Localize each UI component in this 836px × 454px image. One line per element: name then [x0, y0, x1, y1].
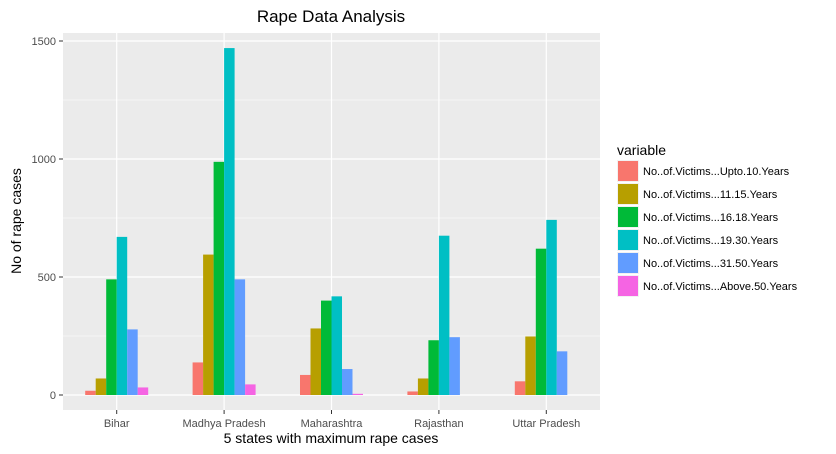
bar [514, 381, 526, 395]
bar [300, 374, 311, 395]
bar [224, 48, 235, 395]
bar [310, 328, 321, 395]
x-axis-title: 5 states with maximum rape cases [224, 430, 439, 446]
bar [245, 384, 256, 395]
chart-title: Rape Data Analysis [257, 7, 405, 26]
bar [428, 340, 439, 395]
y-tick-label: 0 [50, 390, 56, 402]
bar [234, 279, 246, 395]
bars [85, 48, 568, 395]
x-tick-label: Rajasthan [414, 418, 464, 430]
legend-label: No..of.Victims...Above.50.Years [643, 281, 798, 293]
y-tick-label: 500 [38, 272, 56, 284]
legend-label: No..of.Victims...16.18.Years [643, 212, 779, 224]
legend-swatch [618, 253, 638, 273]
y-tick-label: 1500 [32, 36, 56, 48]
bar [85, 390, 96, 395]
bar [352, 393, 363, 395]
legend-label: No..of.Victims...Upto.10.Years [643, 166, 790, 178]
bar [525, 336, 536, 395]
bar [321, 300, 332, 395]
bar [546, 219, 557, 395]
legend-swatch [618, 207, 638, 227]
y-axis-ticks: 0 500 1000 1500 [32, 36, 63, 402]
x-tick-label: Maharashtra [301, 418, 364, 430]
legend-swatch [618, 161, 638, 181]
bar [116, 236, 128, 395]
bar [535, 248, 547, 395]
legend-swatch [618, 276, 638, 296]
y-axis-title: No of rape cases [8, 168, 24, 274]
bar [556, 351, 568, 395]
x-tick-label: Madhya Pradesh [183, 418, 266, 430]
bar [417, 378, 429, 395]
bar [342, 369, 353, 395]
x-tick-label: Uttar Pradesh [512, 418, 580, 430]
legend-title: variable [617, 142, 666, 158]
legend-label: No..of.Victims...31.50.Years [643, 258, 779, 270]
bar [407, 391, 418, 395]
bar [137, 387, 149, 395]
bar [331, 296, 342, 395]
legend-label: No..of.Victims...19.30.Years [643, 235, 779, 247]
y-tick-label: 1000 [32, 154, 56, 166]
x-tick-label: Bihar [104, 418, 130, 430]
bar [127, 329, 138, 395]
bar [449, 337, 460, 395]
bar [438, 235, 450, 395]
legend-swatch [618, 184, 638, 204]
legend-label: No..of.Victims...11.15.Years [643, 189, 778, 201]
bar [106, 279, 117, 395]
legend: variable No..of.Victims...Upto.10.Years N… [617, 142, 798, 297]
bar [213, 161, 225, 395]
bar [192, 362, 204, 395]
x-axis-ticks: Bihar Madhya Pradesh Maharashtra Rajasthan U… [104, 410, 580, 430]
legend-swatch [618, 230, 638, 250]
bar [95, 378, 107, 395]
bar [203, 254, 214, 395]
